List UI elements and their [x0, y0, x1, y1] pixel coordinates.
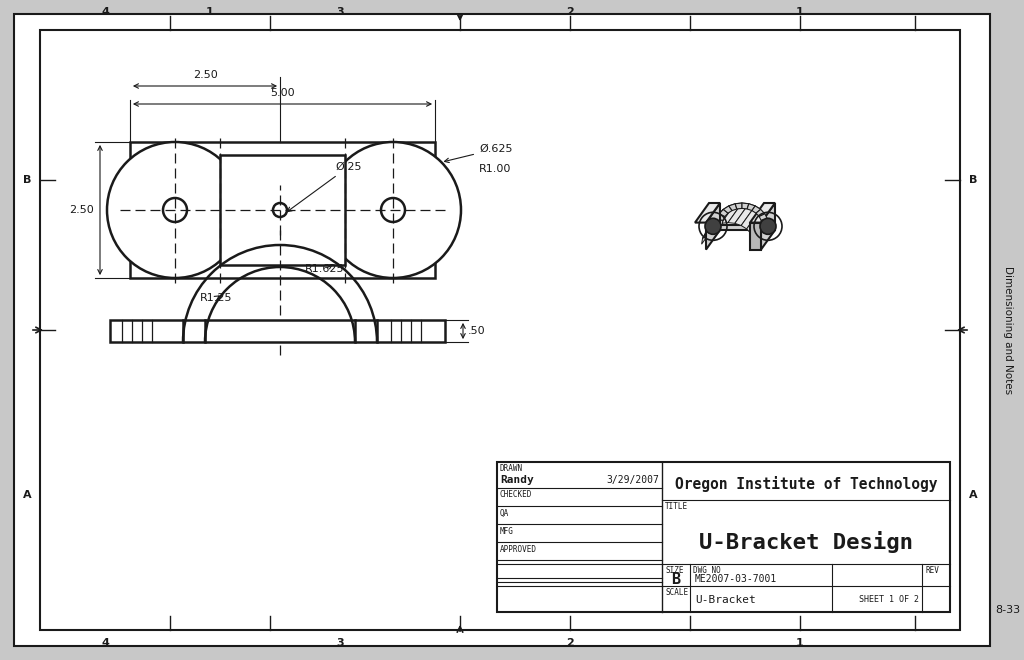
Bar	[110, 320, 445, 342]
Polygon shape	[729, 204, 737, 211]
Text: 1: 1	[796, 7, 804, 17]
Polygon shape	[761, 219, 768, 224]
Text: 2.50: 2.50	[193, 70, 217, 80]
Polygon shape	[706, 203, 720, 249]
Polygon shape	[751, 214, 768, 239]
Text: 3/29/2007: 3/29/2007	[606, 475, 659, 485]
Bar	[40, 30, 961, 630]
Polygon shape	[754, 219, 768, 244]
Polygon shape	[723, 206, 732, 213]
Polygon shape	[709, 224, 775, 230]
Text: A: A	[969, 490, 977, 500]
Text: 4: 4	[101, 7, 109, 17]
Text: R1.25: R1.25	[200, 293, 232, 303]
Polygon shape	[742, 203, 749, 209]
Text: U-Bracket: U-Bracket	[695, 595, 756, 605]
Text: 3: 3	[336, 638, 344, 648]
Text: 2: 2	[566, 638, 573, 648]
Polygon shape	[710, 206, 729, 229]
Polygon shape	[748, 204, 756, 211]
Circle shape	[760, 218, 776, 234]
Polygon shape	[735, 204, 756, 226]
Bar	[130, 142, 435, 278]
Text: 8-33: 8-33	[995, 605, 1021, 615]
Text: QA: QA	[500, 509, 509, 518]
Text: MFG: MFG	[500, 527, 514, 536]
Text: 1: 1	[796, 638, 804, 648]
Text: B: B	[969, 175, 977, 185]
Polygon shape	[752, 206, 761, 213]
Polygon shape	[715, 204, 735, 226]
Text: Randy: Randy	[500, 475, 534, 485]
Polygon shape	[750, 203, 775, 222]
Polygon shape	[719, 209, 728, 216]
Polygon shape	[728, 203, 749, 223]
Polygon shape	[695, 203, 720, 222]
Text: DRAWN: DRAWN	[500, 464, 523, 473]
Text: R1.00: R1.00	[479, 164, 511, 174]
Text: 5.00: 5.00	[270, 88, 295, 98]
Polygon shape	[756, 209, 765, 216]
Text: REV: REV	[925, 566, 939, 575]
Text: Dimensioning and Notes: Dimensioning and Notes	[1002, 266, 1013, 394]
Polygon shape	[716, 219, 723, 224]
Text: DWG NO: DWG NO	[693, 566, 721, 575]
Circle shape	[381, 198, 406, 222]
Polygon shape	[721, 203, 742, 223]
Polygon shape	[761, 203, 775, 249]
Text: APPROVED: APPROVED	[500, 545, 537, 554]
Text: SIZE: SIZE	[665, 566, 683, 575]
Text: Oregon Institute of Technology: Oregon Institute of Technology	[675, 476, 937, 492]
Polygon shape	[746, 209, 765, 234]
Text: .50: .50	[468, 326, 485, 336]
Text: SHEET 1 OF 2: SHEET 1 OF 2	[859, 595, 919, 605]
Polygon shape	[702, 214, 719, 239]
Text: 2.50: 2.50	[70, 205, 94, 215]
Text: CHECKED: CHECKED	[500, 490, 532, 499]
Text: Ø.625: Ø.625	[444, 144, 512, 162]
Text: A: A	[23, 490, 32, 500]
Circle shape	[705, 218, 721, 234]
Text: SCALE: SCALE	[665, 588, 688, 597]
Text: 3: 3	[336, 7, 344, 17]
Text: B: B	[672, 572, 681, 587]
Text: R1.625: R1.625	[305, 264, 344, 274]
Circle shape	[325, 142, 461, 278]
Circle shape	[163, 198, 187, 222]
Bar	[220, 155, 345, 265]
Polygon shape	[735, 203, 742, 209]
Circle shape	[106, 142, 243, 278]
Text: U-Bracket Design: U-Bracket Design	[699, 531, 913, 553]
Polygon shape	[717, 214, 725, 220]
Circle shape	[273, 203, 287, 217]
Polygon shape	[706, 209, 723, 234]
Text: Ø.25: Ø.25	[288, 162, 361, 212]
Polygon shape	[741, 206, 761, 229]
Text: 2: 2	[566, 7, 573, 17]
Text: TITLE: TITLE	[665, 502, 688, 511]
Text: ME2007-03-7001: ME2007-03-7001	[695, 574, 777, 584]
Polygon shape	[759, 214, 768, 220]
Polygon shape	[701, 219, 717, 244]
Text: B: B	[23, 175, 31, 185]
Text: 4: 4	[101, 638, 109, 648]
Bar	[497, 462, 950, 612]
Text: 1: 1	[206, 7, 214, 17]
Polygon shape	[750, 222, 761, 249]
